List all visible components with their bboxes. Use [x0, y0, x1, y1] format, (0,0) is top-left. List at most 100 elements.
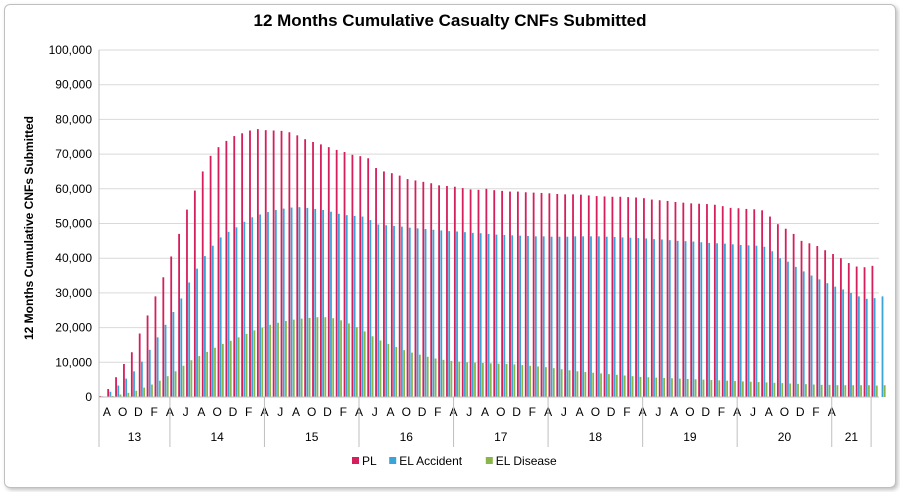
bar-pl — [706, 204, 708, 397]
x-month-label: J — [277, 405, 283, 419]
bar-el-accident — [550, 236, 553, 397]
bar-el-disease — [844, 385, 847, 397]
bar-pl — [595, 196, 598, 397]
bar-el-accident — [708, 242, 711, 397]
bar-el-disease — [710, 380, 713, 397]
bar-el-accident — [140, 361, 143, 397]
bar-el-disease — [820, 384, 823, 397]
bar-el-disease — [836, 385, 839, 397]
bar-el-accident — [172, 311, 175, 397]
bar-pl — [721, 206, 724, 397]
bar-el-accident — [330, 211, 332, 397]
bar-el-disease — [686, 378, 689, 397]
bar-pl — [375, 167, 377, 397]
x-month-label: J — [466, 405, 472, 419]
bar-pl — [351, 154, 354, 397]
legend-swatch — [352, 457, 359, 464]
x-month-label: A — [670, 405, 678, 419]
bar-el-disease — [119, 394, 122, 397]
bar-pl — [304, 139, 307, 397]
bar-pl — [398, 175, 401, 397]
bar-el-disease — [340, 320, 342, 397]
bar-pl — [572, 194, 574, 397]
bar-pl — [501, 190, 504, 397]
bar-el-disease — [734, 381, 736, 397]
bar-el-disease — [513, 364, 516, 397]
bar-el-accident — [377, 224, 380, 397]
bar-pl — [422, 181, 425, 397]
bar-el-disease — [631, 376, 634, 397]
x-month-label: A — [481, 405, 489, 419]
x-year-label: 21 — [845, 430, 859, 444]
bar-pl — [580, 194, 582, 397]
bar-el-disease — [371, 336, 374, 397]
x-month-label: O — [496, 405, 505, 419]
bar-pl — [548, 193, 551, 397]
bar-el-accident — [393, 225, 395, 397]
bar-pl — [698, 203, 700, 397]
bar-el-accident — [668, 240, 671, 397]
bar-el-disease — [292, 319, 295, 397]
x-month-label: O — [591, 405, 600, 419]
bar-el-disease — [442, 359, 445, 397]
y-tick-label: 100,000 — [49, 43, 93, 57]
bar-pl — [666, 200, 669, 397]
bar-pl — [816, 246, 819, 397]
bar-el-disease — [190, 360, 193, 397]
bar-pl — [745, 208, 748, 397]
x-month-label: A — [765, 405, 773, 419]
bar-el-accident — [605, 236, 608, 397]
bar-el-disease — [537, 366, 539, 397]
bar-el-disease — [608, 374, 610, 397]
bar-pl — [603, 196, 606, 397]
bar-pl — [335, 149, 338, 397]
bar-pl — [115, 377, 117, 397]
bars — [99, 129, 886, 398]
bar-el-disease — [158, 380, 161, 397]
bar-pl — [186, 209, 188, 397]
y-tick-label: 30,000 — [55, 286, 92, 300]
bar-pl — [753, 209, 756, 397]
bar-el-accident — [865, 298, 868, 397]
bar-el-accident — [180, 298, 183, 397]
bar-pl — [713, 204, 716, 397]
bar-el-disease — [458, 361, 461, 397]
bar-el-accident — [692, 241, 695, 397]
bar-el-accident — [637, 238, 640, 397]
bar-pl — [241, 133, 244, 397]
bar-pl — [272, 130, 275, 397]
bar-pl — [524, 192, 527, 397]
bar-pl — [296, 135, 299, 398]
bar-pl — [446, 186, 448, 397]
x-year-label: 13 — [128, 430, 142, 444]
bar-pl — [193, 190, 196, 397]
x-month-label: D — [229, 405, 238, 419]
bar-pl — [453, 186, 456, 397]
bar-el-disease — [166, 376, 169, 397]
bar-el-disease — [868, 385, 870, 397]
x-axis: AODFAJAODFAJAODFAJAODFAJAODFAJAODFAJAODF… — [98, 396, 879, 447]
bar-el-disease — [521, 365, 524, 397]
bar-el-disease — [789, 383, 792, 397]
bar-pl — [832, 254, 834, 397]
bar-el-accident — [424, 229, 427, 397]
bar-el-disease — [529, 365, 532, 397]
bar-pl — [469, 189, 472, 397]
bar-el-disease — [127, 392, 130, 397]
bar-pl — [312, 141, 314, 397]
bar-el-accident — [582, 236, 585, 397]
bar-pl — [201, 171, 204, 397]
bar-el-disease — [655, 377, 658, 397]
bar-pl — [99, 395, 102, 397]
bar-el-disease — [560, 369, 563, 397]
bar-pl — [414, 180, 417, 397]
bar-el-accident — [700, 242, 703, 397]
bar-el-disease — [552, 368, 555, 397]
bar-pl — [162, 277, 165, 397]
x-month-label: O — [780, 405, 789, 419]
bar-pl — [855, 266, 858, 397]
bar-el-accident — [850, 292, 852, 397]
bar-pl — [233, 136, 236, 397]
bar-el-accident — [448, 231, 451, 397]
bar-pl — [532, 192, 535, 397]
